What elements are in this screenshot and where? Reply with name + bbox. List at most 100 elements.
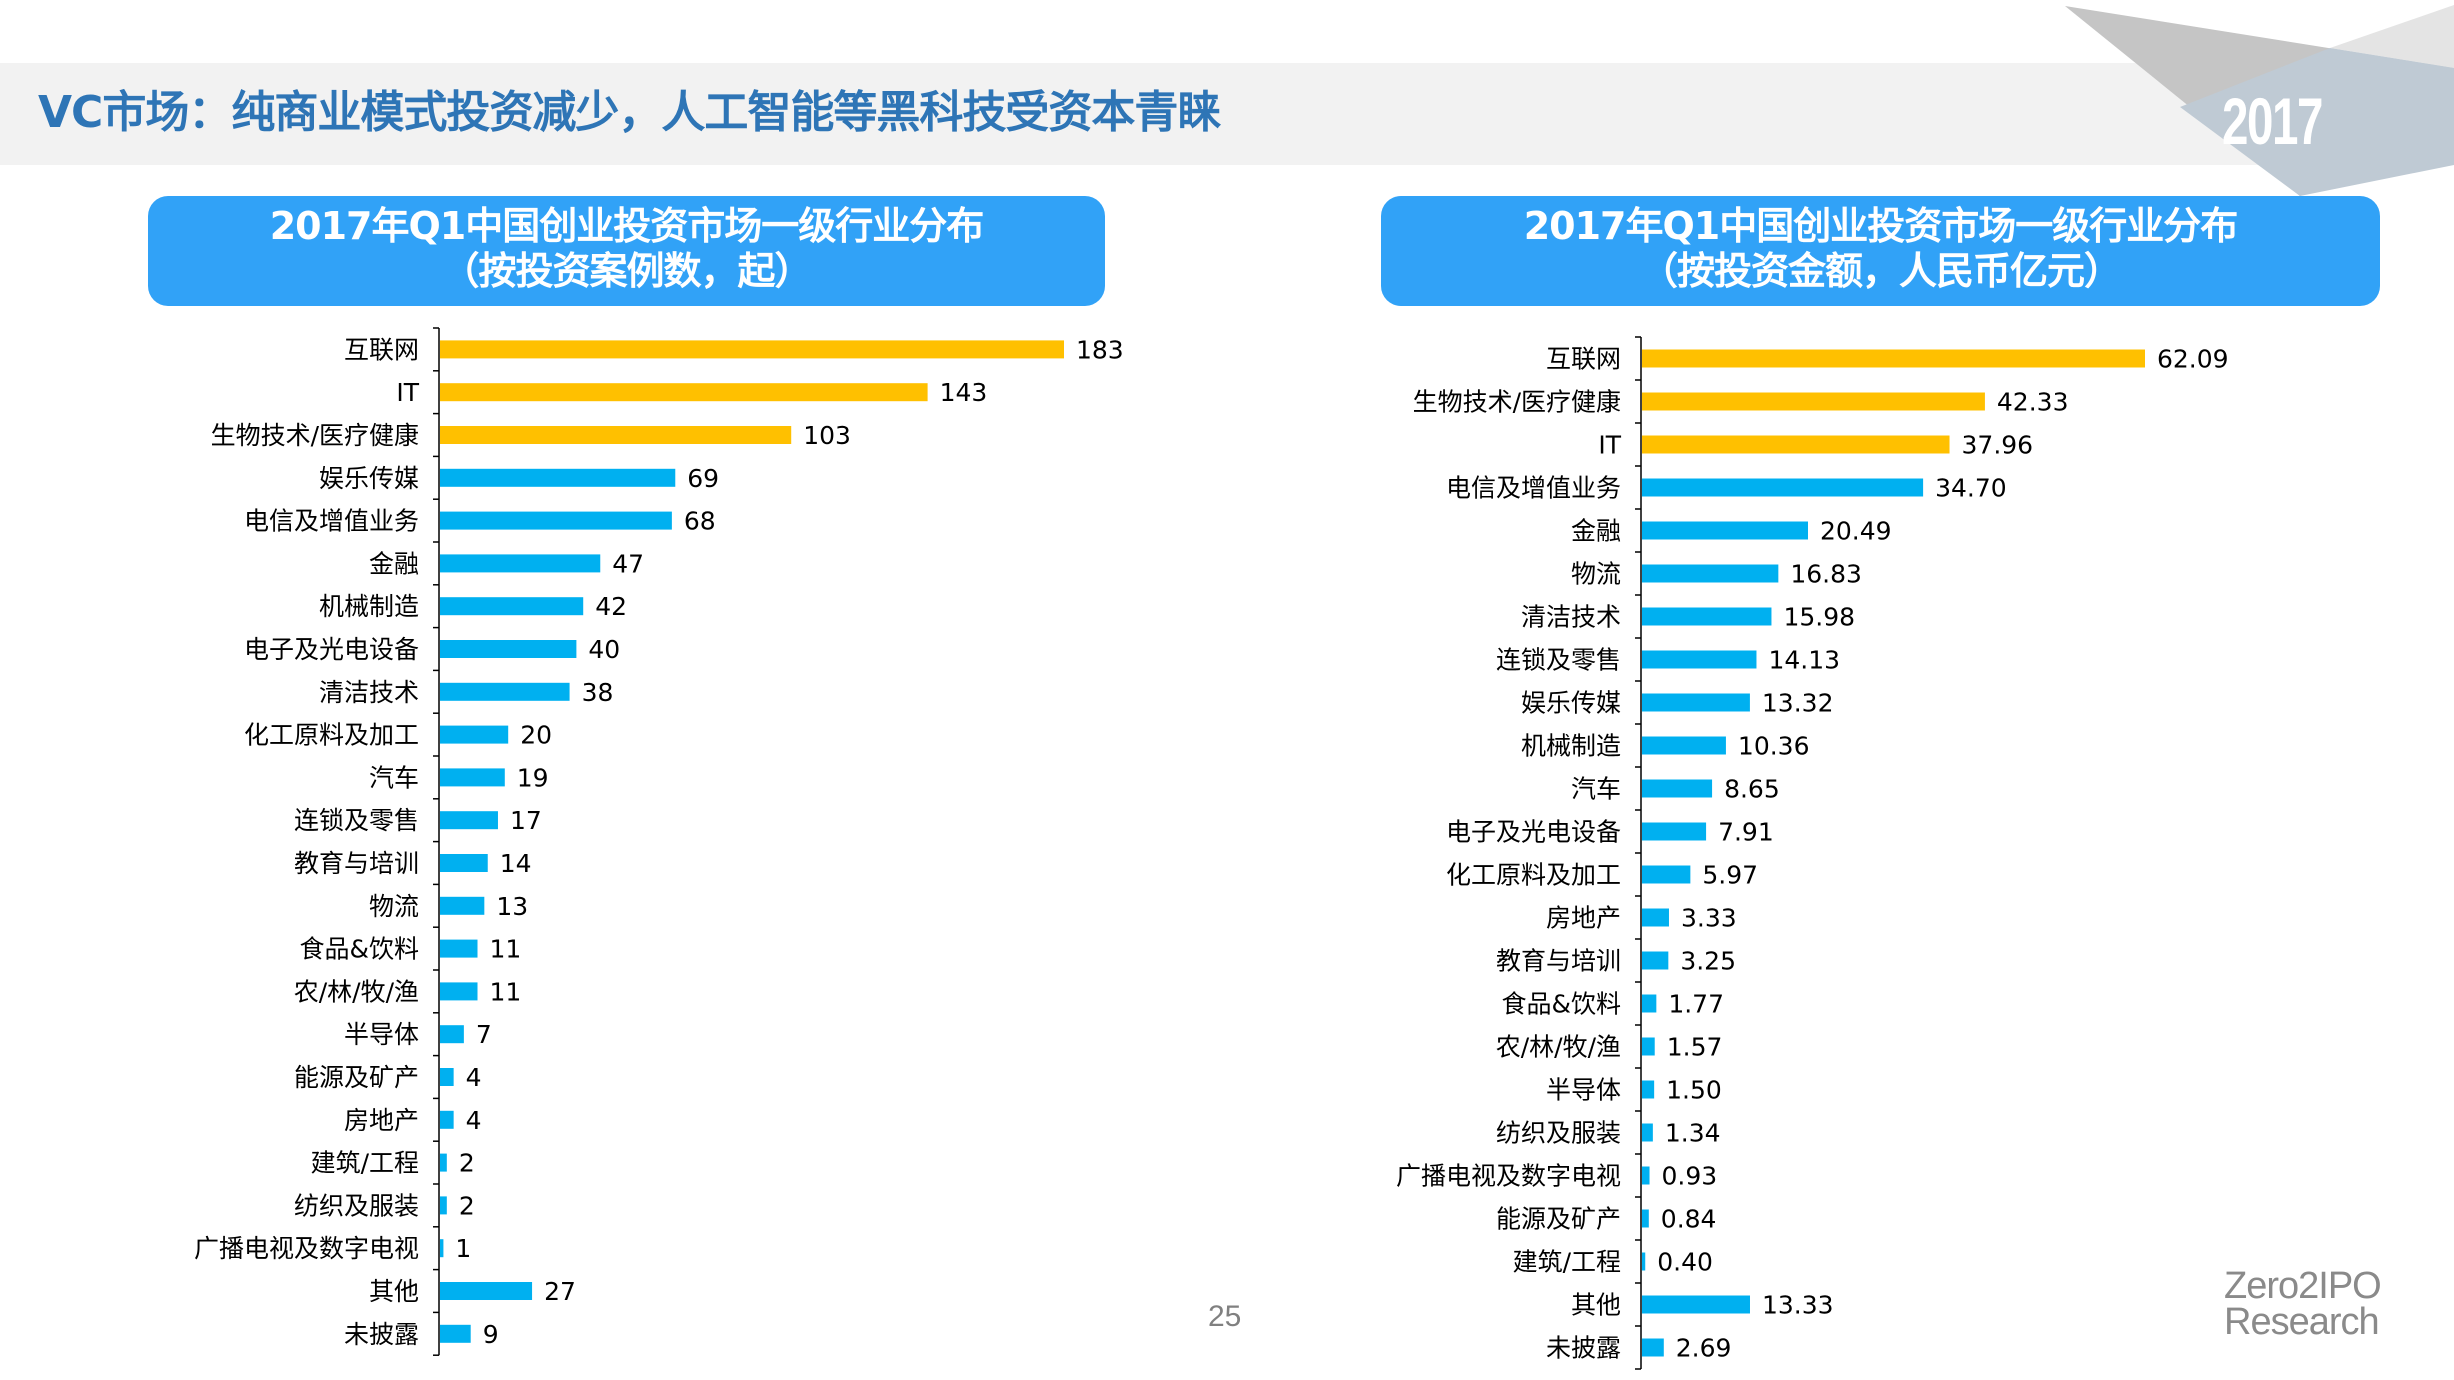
bar xyxy=(440,383,928,402)
bar xyxy=(1642,1295,1750,1314)
value-label: 1.34 xyxy=(1665,1119,1721,1148)
value-label: 0.84 xyxy=(1661,1205,1717,1234)
zero2ipo-logo: Zero2IPO Research xyxy=(2224,1267,2382,1341)
category-label: 娱乐传媒 xyxy=(319,464,419,493)
category-label: 汽车 xyxy=(1571,775,1621,804)
category-label: 连锁及零售 xyxy=(294,806,419,835)
bar xyxy=(440,1282,533,1300)
value-label: 4 xyxy=(466,1106,482,1135)
bar xyxy=(1642,607,1772,626)
category-label: 金融 xyxy=(369,549,419,578)
value-label: 5.97 xyxy=(1702,861,1758,890)
year-badge: 2017 xyxy=(2222,84,2323,158)
category-label: 广播电视及数字电视 xyxy=(1396,1162,1621,1191)
category-label: 金融 xyxy=(1571,517,1621,546)
category-label: 能源及矿产 xyxy=(294,1063,419,1092)
value-label: 16.83 xyxy=(1790,560,1862,589)
value-label: 0.93 xyxy=(1662,1162,1718,1191)
bar xyxy=(440,468,676,487)
value-label: 19 xyxy=(517,763,549,792)
value-label: 1.77 xyxy=(1668,990,1724,1019)
bar xyxy=(1642,779,1713,798)
bar xyxy=(440,597,584,616)
value-label: 11 xyxy=(490,977,522,1006)
category-label: 清洁技术 xyxy=(1521,603,1621,632)
category-label: 物流 xyxy=(1571,560,1621,589)
category-label: 半导体 xyxy=(344,1020,419,1049)
category-label: IT xyxy=(396,378,419,407)
bar xyxy=(1642,1037,1655,1056)
category-label: 化工原料及加工 xyxy=(244,721,419,750)
category-label: 房地产 xyxy=(1546,904,1621,933)
value-label: 103 xyxy=(803,421,851,450)
value-label: 0.40 xyxy=(1657,1248,1713,1277)
bar xyxy=(440,1324,471,1343)
value-label: 2.69 xyxy=(1676,1334,1732,1363)
value-label: 4 xyxy=(466,1063,482,1092)
category-label: 能源及矿产 xyxy=(1496,1205,1621,1234)
bar xyxy=(440,1025,464,1044)
value-label: 13.33 xyxy=(1762,1291,1834,1320)
value-label: 47 xyxy=(612,549,644,578)
category-label: 其他 xyxy=(369,1277,419,1306)
value-label: 8.65 xyxy=(1724,775,1780,804)
bar xyxy=(440,1239,444,1258)
bar xyxy=(1642,865,1691,884)
bar xyxy=(1642,349,2145,368)
bar xyxy=(1642,1123,1653,1142)
value-label: 20.49 xyxy=(1820,517,1892,546)
value-label: 42.33 xyxy=(1997,388,2069,417)
value-label: 13 xyxy=(496,892,528,921)
chart-subtitle: （按投资金额，人民币亿元） xyxy=(1639,249,2122,293)
bar xyxy=(1642,951,1669,970)
category-label: 纺织及服装 xyxy=(294,1191,419,1220)
bar xyxy=(1642,435,1950,454)
value-label: 42 xyxy=(595,592,627,621)
value-label: 11 xyxy=(490,935,522,964)
value-label: 10.36 xyxy=(1738,732,1810,761)
value-label: 2 xyxy=(459,1191,475,1220)
bar xyxy=(440,725,509,744)
bar xyxy=(1642,693,1750,712)
category-label: 连锁及零售 xyxy=(1496,646,1621,675)
category-label: 教育与培训 xyxy=(1496,947,1621,976)
category-label: 娱乐传媒 xyxy=(1521,689,1621,718)
category-label: 互联网 xyxy=(1546,345,1621,374)
chart-subtitle: （按投资案例数，起） xyxy=(441,249,812,293)
value-label: 3.25 xyxy=(1680,947,1736,976)
category-label: 化工原料及加工 xyxy=(1446,861,1621,890)
value-label: 13.32 xyxy=(1762,689,1834,718)
bar xyxy=(440,1110,454,1129)
value-label: 68 xyxy=(684,507,716,536)
category-label: 机械制造 xyxy=(1521,732,1621,761)
bar xyxy=(440,1068,454,1086)
value-label: 7 xyxy=(476,1020,492,1049)
bar xyxy=(440,1153,447,1172)
bar xyxy=(1642,736,1726,755)
value-label: 1.57 xyxy=(1667,1033,1723,1062)
title-banner xyxy=(0,63,2454,165)
category-label: 其他 xyxy=(1571,1291,1621,1320)
bar xyxy=(1642,1209,1649,1228)
bar xyxy=(440,640,577,658)
category-label: 建筑/工程 xyxy=(1513,1248,1621,1277)
bar xyxy=(1642,822,1707,841)
chart-title-box-cases: 2017年Q1中国创业投资市场一级行业分布 （按投资案例数，起） xyxy=(148,196,1105,306)
category-label: 广播电视及数字电视 xyxy=(194,1234,419,1263)
value-label: 62.09 xyxy=(2157,345,2229,374)
value-label: 20 xyxy=(520,721,552,750)
value-label: 14 xyxy=(500,849,532,878)
deco-bluegray-shape xyxy=(2180,48,2454,196)
value-label: 14.13 xyxy=(1768,646,1840,675)
value-label: 15.98 xyxy=(1783,603,1855,632)
bar xyxy=(440,682,570,701)
corner-decoration xyxy=(2065,5,2454,196)
category-label: 电信及增值业务 xyxy=(1446,474,1621,503)
page-title: VC市场：纯商业模式投资减少，人工智能等黑科技受资本青睐 xyxy=(38,87,1221,138)
bar xyxy=(1642,564,1779,583)
bar xyxy=(1642,1252,1646,1271)
category-label: 物流 xyxy=(369,892,419,921)
category-label: 机械制造 xyxy=(319,592,419,621)
category-label: 食品&饮料 xyxy=(300,935,420,964)
